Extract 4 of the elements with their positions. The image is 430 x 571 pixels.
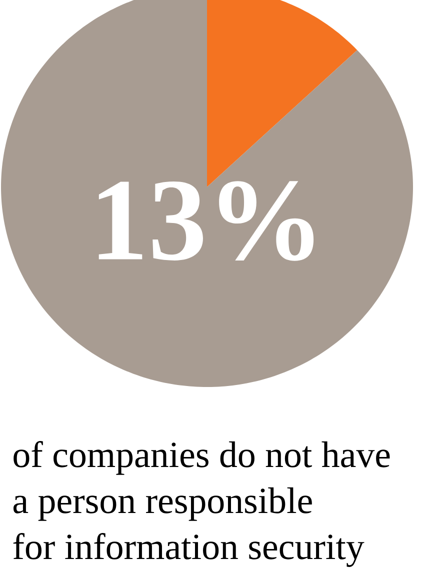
text: for information security xyxy=(13,533,364,567)
text: of companies do not have xyxy=(14,441,390,475)
text: a person responsible xyxy=(13,487,312,521)
text: 13% xyxy=(98,181,314,261)
